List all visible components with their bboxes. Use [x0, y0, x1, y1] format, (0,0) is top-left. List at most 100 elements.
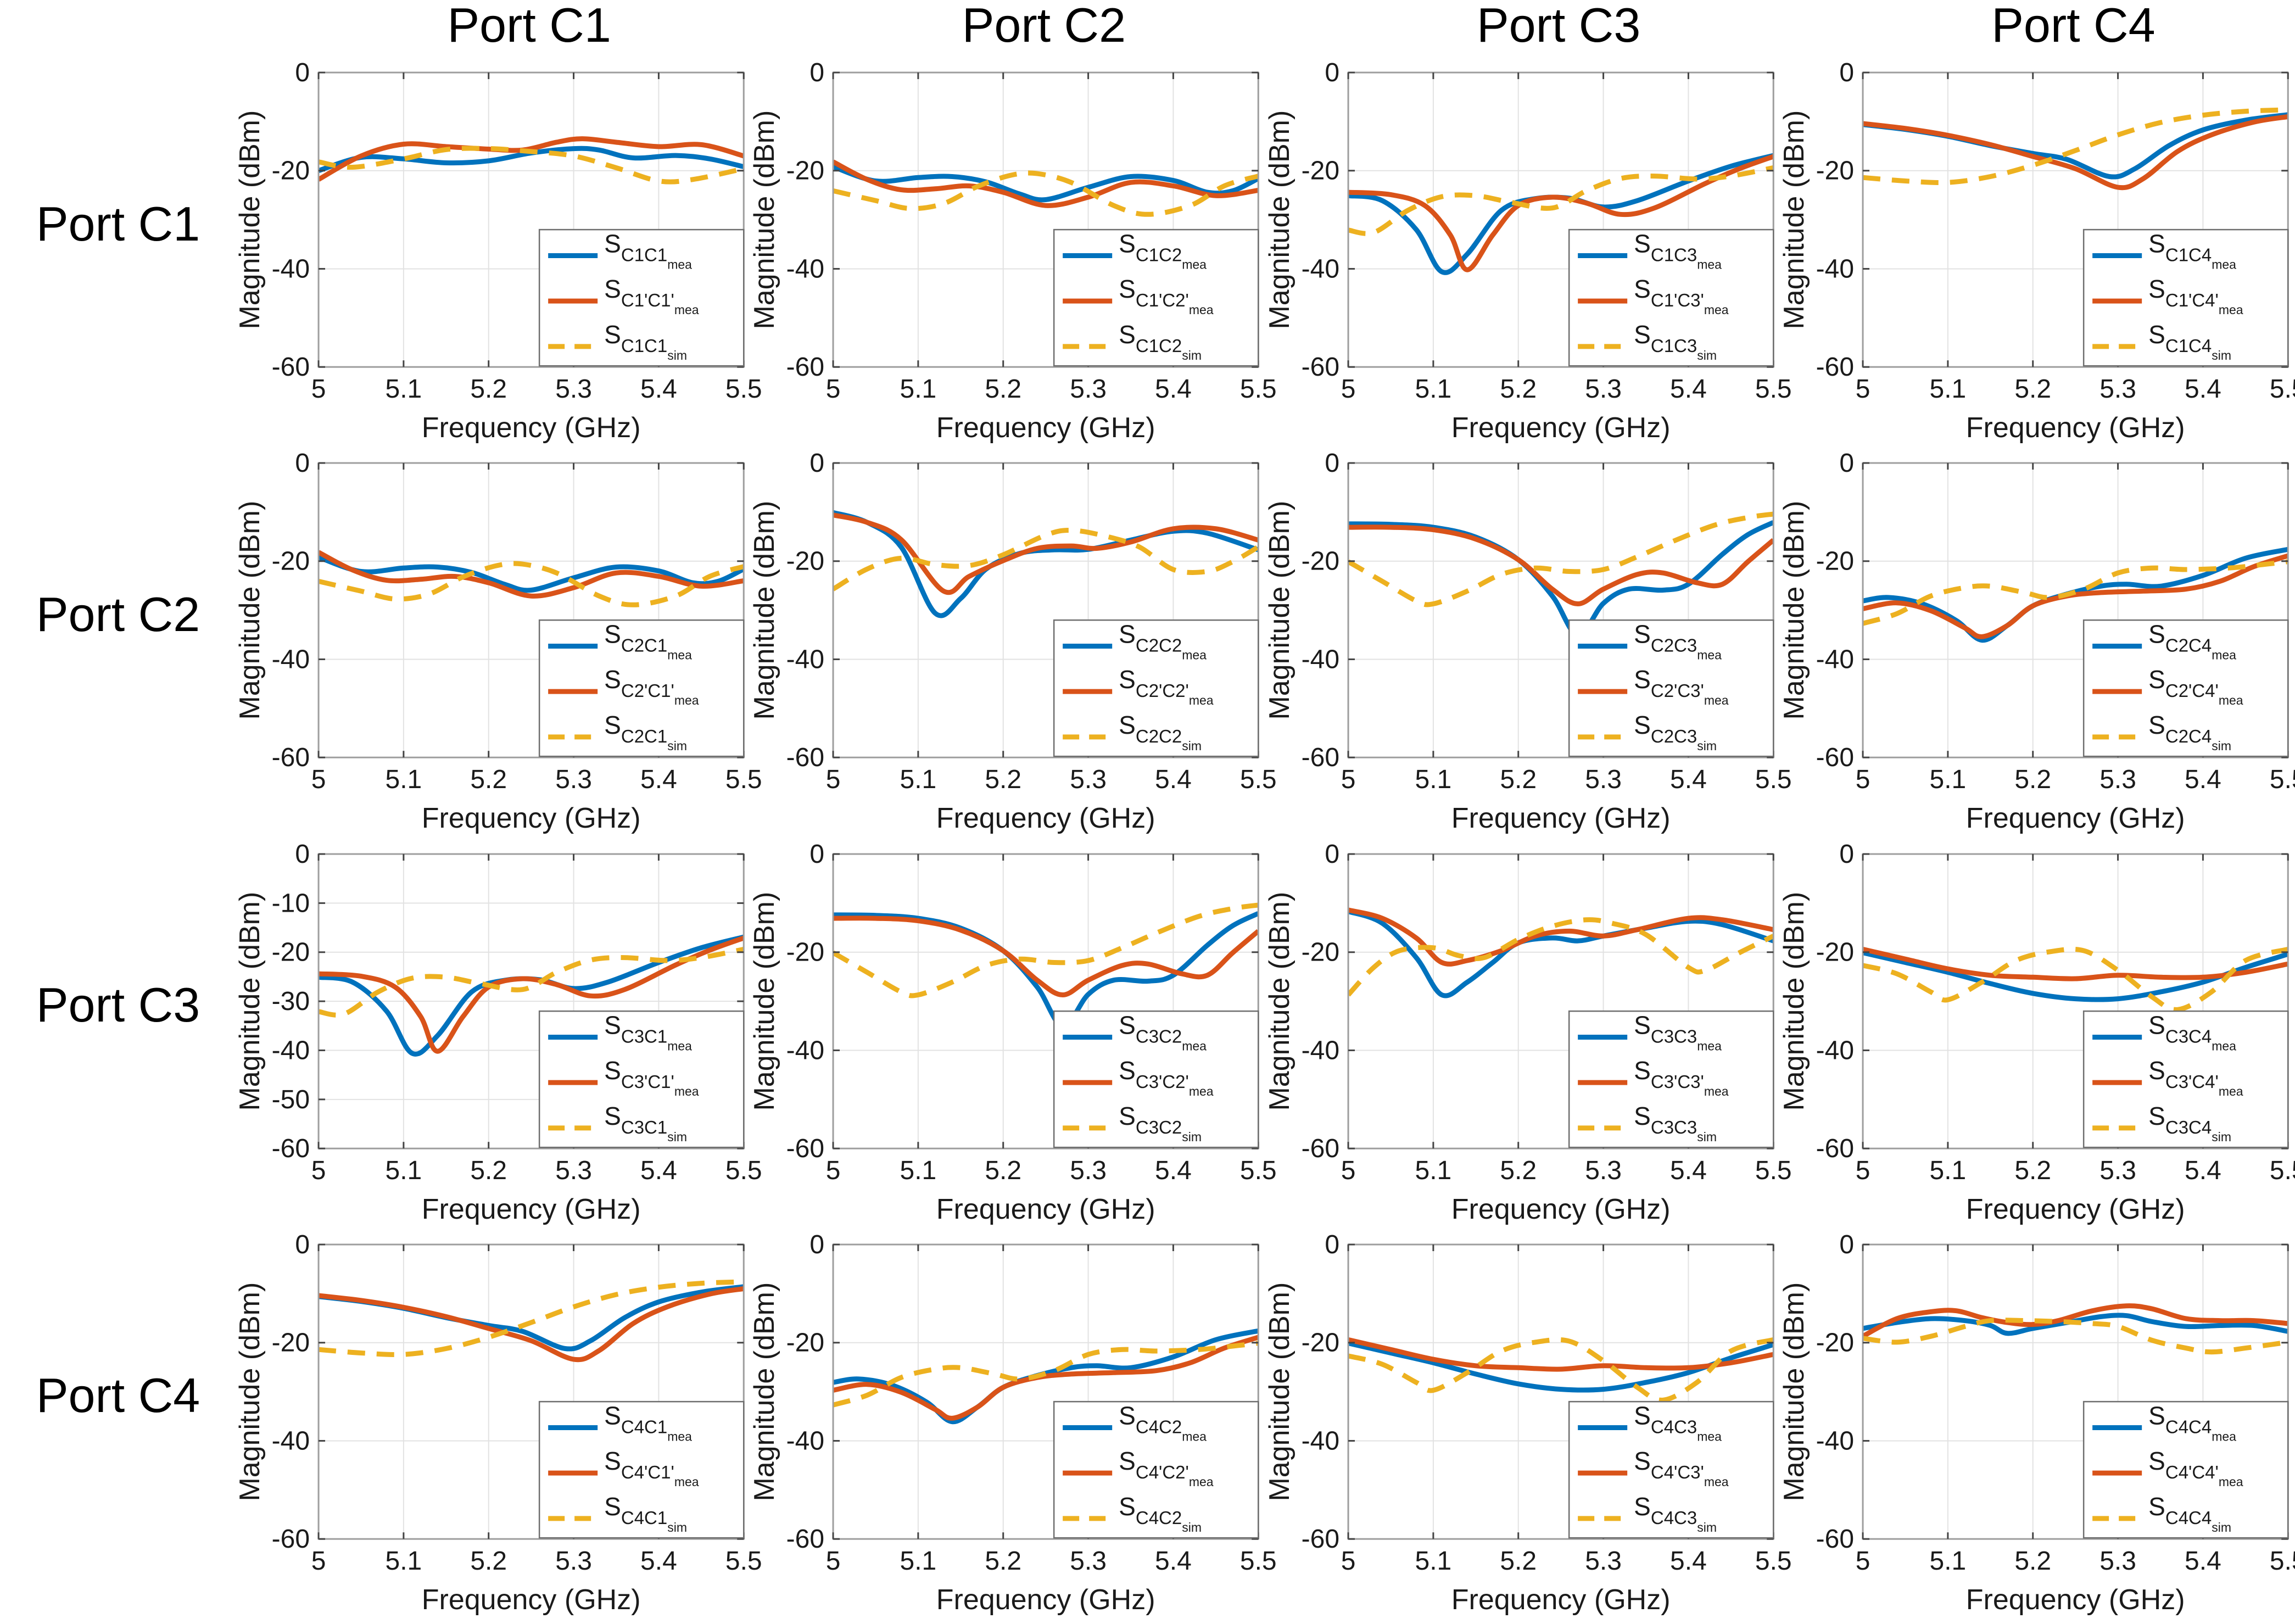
- axes-box: [1862, 1243, 2289, 1540]
- svg-text:-60: -60: [1301, 353, 1339, 382]
- y-axis-label: Magnitude (dBm): [1264, 501, 1296, 720]
- axes-box: [1347, 71, 1774, 368]
- svg-text:5.2: 5.2: [470, 1156, 507, 1185]
- svg-text:5: 5: [311, 375, 326, 404]
- svg-text:-20: -20: [786, 1329, 824, 1358]
- svg-text:-40: -40: [786, 1036, 824, 1065]
- svg-text:5.4: 5.4: [1155, 765, 1192, 794]
- svg-text:0: 0: [1325, 58, 1339, 87]
- svg-text:-20: -20: [1816, 157, 1853, 186]
- svg-text:5.2: 5.2: [985, 1547, 1022, 1576]
- svg-text:-30: -30: [272, 987, 310, 1016]
- svg-text:5.2: 5.2: [470, 375, 507, 404]
- axes-box: [832, 462, 1259, 758]
- tick-labels: 5 5.1 5.2 5.3 5.4 5.5 0 -20 -40 -60: [786, 840, 1277, 1185]
- subplot-C3C3: 5 5.1 5.2 5.3 5.4 5.5 0 -20 -40 -60 Frequency (GHz…: [1264, 840, 1792, 1234]
- svg-text:5.5: 5.5: [1755, 1547, 1791, 1576]
- x-axis-label: Frequency (GHz): [1451, 412, 1670, 444]
- svg-text:-20: -20: [1816, 937, 1853, 967]
- svg-text:5.5: 5.5: [2270, 1156, 2295, 1185]
- x-axis-label: Frequency (GHz): [422, 1584, 641, 1616]
- svg-text:5.5: 5.5: [1240, 375, 1277, 404]
- svg-text:5: 5: [1341, 375, 1355, 404]
- svg-text:5.5: 5.5: [725, 1547, 762, 1576]
- x-axis-label: Frequency (GHz): [1966, 1584, 2185, 1616]
- svg-text:5.1: 5.1: [386, 765, 422, 794]
- svg-text:-40: -40: [1301, 645, 1339, 674]
- chart-svg: 5 5.1 5.2 5.3 5.4 5.5 0 -20 -40 -60 Frequency (GHz…: [749, 58, 1277, 444]
- series-C4C1-sim: [319, 1279, 744, 1357]
- y-axis-label: Magnitude (dBm): [1778, 501, 1810, 720]
- svg-text:5.3: 5.3: [1070, 765, 1107, 794]
- svg-text:5.4: 5.4: [1670, 375, 1707, 404]
- svg-text:-60: -60: [1301, 743, 1339, 772]
- svg-text:0: 0: [295, 840, 310, 869]
- svg-text:0: 0: [810, 449, 825, 478]
- svg-text:5.5: 5.5: [1240, 1547, 1277, 1576]
- series-C4C2-sim: [833, 1340, 1259, 1408]
- svg-text:-60: -60: [1301, 1525, 1339, 1554]
- svg-text:5.5: 5.5: [725, 1156, 762, 1185]
- axes-box: [1347, 1243, 1774, 1540]
- y-axis-label: Magnitude (dBm): [1778, 891, 1810, 1110]
- subplot-C4C2: 5 5.1 5.2 5.3 5.4 5.5 0 -20 -40 -60 Frequency (GHz…: [749, 1230, 1277, 1624]
- svg-text:-40: -40: [1301, 1036, 1339, 1065]
- x-axis-label: Frequency (GHz): [1966, 1193, 2185, 1225]
- svg-text:5.2: 5.2: [2014, 375, 2051, 404]
- svg-text:5.3: 5.3: [1585, 1547, 1622, 1576]
- svg-text:5.1: 5.1: [900, 1156, 937, 1185]
- svg-text:5.2: 5.2: [470, 765, 507, 794]
- svg-text:5.4: 5.4: [640, 1547, 677, 1576]
- axes-box: [1862, 853, 2289, 1149]
- svg-text:5.2: 5.2: [985, 765, 1022, 794]
- svg-text:-60: -60: [786, 743, 824, 772]
- subplot-C4C3: 5 5.1 5.2 5.3 5.4 5.5 0 -20 -40 -60 Frequency (GHz…: [1264, 1230, 1792, 1624]
- svg-text:5.3: 5.3: [1070, 1156, 1107, 1185]
- x-axis-label: Frequency (GHz): [936, 802, 1155, 834]
- subplot-C2C2: 5 5.1 5.2 5.3 5.4 5.5 0 -20 -40 -60 Frequency (GHz…: [749, 449, 1277, 842]
- series-C3'C3'-mea: [1348, 907, 1773, 967]
- svg-text:0: 0: [295, 1230, 310, 1259]
- svg-text:5.1: 5.1: [1415, 1156, 1451, 1185]
- svg-text:-40: -40: [1301, 254, 1339, 283]
- chart-svg: 5 5.1 5.2 5.3 5.4 5.5 0 -20 -40 -60 Frequency (GHz…: [1778, 58, 2295, 444]
- svg-text:0: 0: [295, 58, 310, 87]
- row-header-2: Port C2: [36, 587, 200, 641]
- tick-labels: 5 5.1 5.2 5.3 5.4 5.5 0 -10 -20 -30 -40 -50 -60: [272, 840, 762, 1185]
- svg-text:5.4: 5.4: [1155, 1547, 1192, 1576]
- series-C1'C1'-mea: [319, 136, 744, 182]
- svg-text:-60: -60: [272, 743, 310, 772]
- axes-box: [1862, 71, 2289, 368]
- y-axis-label: Magnitude (dBm): [1264, 110, 1296, 330]
- series-C2C1-mea: [319, 555, 744, 593]
- svg-text:0: 0: [810, 1230, 825, 1259]
- subplot-C4C1: 5 5.1 5.2 5.3 5.4 5.5 0 -20 -40 -60 Frequency (GHz…: [234, 1230, 762, 1624]
- svg-text:5.1: 5.1: [1415, 375, 1451, 404]
- svg-text:-20: -20: [1816, 1329, 1853, 1358]
- subplot-C2C4: 5 5.1 5.2 5.3 5.4 5.5 0 -20 -40 -60 Frequency (GHz…: [1778, 449, 2295, 842]
- grid-lines: [1862, 853, 2288, 1148]
- svg-text:-10: -10: [272, 889, 310, 918]
- axes-box: [832, 853, 1259, 1149]
- svg-text:5.4: 5.4: [640, 1156, 677, 1185]
- svg-text:-20: -20: [1301, 937, 1339, 967]
- chart-svg: 5 5.1 5.2 5.3 5.4 5.5 0 -20 -40 -60 Frequency (GHz…: [1778, 840, 2295, 1225]
- series-C2'C3'-mea: [1348, 524, 1773, 607]
- tick-marks: [317, 71, 745, 368]
- svg-text:5: 5: [826, 375, 841, 404]
- svg-text:0: 0: [1839, 1230, 1854, 1259]
- x-axis-label: Frequency (GHz): [1451, 802, 1670, 834]
- series-C3C2-mea: [833, 911, 1259, 1029]
- svg-text:-40: -40: [1301, 1426, 1339, 1455]
- svg-text:5: 5: [826, 765, 841, 794]
- chart-svg: 5 5.1 5.2 5.3 5.4 5.5 0 -20 -40 -60 Frequency (GHz…: [234, 58, 762, 444]
- svg-text:-20: -20: [272, 937, 310, 967]
- x-axis-label: Frequency (GHz): [1966, 412, 2185, 444]
- series-C1'C3'-mea: [1348, 154, 1773, 272]
